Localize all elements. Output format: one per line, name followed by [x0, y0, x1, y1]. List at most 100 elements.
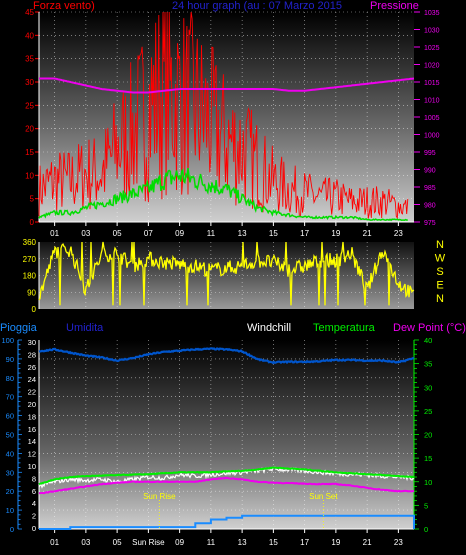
temp-x-tick-label: Sun Rise — [132, 538, 165, 547]
direction-grid — [39, 242, 414, 309]
wind-tick-label: 30 — [25, 78, 34, 87]
temp-x-tick-label: 13 — [238, 538, 247, 547]
temp-x-tick-label: 17 — [300, 538, 309, 547]
rain-tick-label: 90 — [6, 355, 14, 364]
wind-plot-area — [39, 12, 414, 222]
wind-x-tick-label: 05 — [113, 229, 122, 238]
wind-x-tick-label: 07 — [144, 229, 153, 238]
wind-x-tick-label: 03 — [81, 229, 90, 238]
temperature-y-ticks: 0 5 10 15 20 25 30 35 40 — [413, 336, 432, 534]
temperature-tick-label: 15 — [424, 454, 432, 463]
rain-line — [39, 514, 415, 530]
wind-tick-label: 15 — [25, 148, 34, 157]
wind-x-tick-label: 13 — [238, 229, 247, 238]
pressure-tick-label: 1005 — [424, 115, 440, 122]
wind-x-tick-label: 21 — [363, 229, 372, 238]
dewpoint-legend: Dew Point (°C) — [393, 322, 466, 334]
rain-y-ticks: 0 10 20 30 40 50 60 70 80 90 100 — [1, 336, 22, 534]
pressure-tick-label: 1030 — [424, 28, 440, 35]
direction-tick-label: 90 — [27, 288, 36, 297]
temperature-tick-label: 20 — [424, 431, 432, 440]
wind-tick-label: 45 — [25, 8, 34, 17]
pressure-tick-label: 990 — [424, 168, 436, 175]
temp-x-tick-label: 03 — [81, 538, 90, 547]
compass-label: W — [435, 253, 446, 265]
rain-tick-label: 40 — [6, 449, 14, 458]
rain-tick-label: 100 — [1, 336, 14, 345]
temperature-tick-label: 25 — [424, 407, 432, 416]
pressure-tick-label: 1035 — [424, 10, 440, 17]
wind-series — [38, 11, 415, 222]
wind-tick-label: 5 — [30, 195, 35, 204]
temp-series — [38, 347, 415, 530]
pressure-tick-label: 985 — [424, 185, 436, 192]
wind-x-tick-label: 15 — [269, 229, 278, 238]
wind-x-tick-label: 17 — [300, 229, 309, 238]
humidity-tick-label: 30 — [28, 338, 36, 347]
temperature-tick-label: 40 — [424, 336, 432, 345]
sun-annotations: Sun Rise Sun Set — [143, 492, 338, 528]
wind-tick-label: 40 — [25, 31, 34, 40]
wind-pressure-panel: Forza vento) 24 hour graph (au : 07 Marz… — [25, 0, 440, 238]
wind-x-tick-label: 09 — [175, 229, 184, 238]
pressure-tick-label: 1025 — [424, 45, 440, 52]
temp-x-tick-label: 21 — [363, 538, 372, 547]
chart-title: 24 hour graph (au : 07 Marzo 2015 — [172, 0, 342, 12]
humidity-tick-label: 26 — [28, 363, 36, 372]
wind-tick-label: 10 — [25, 171, 34, 180]
humidity-tick-label: 14 — [28, 437, 36, 446]
direction-tick-label: 360 — [23, 238, 37, 247]
compass-label: N — [436, 239, 444, 251]
direction-series — [38, 241, 415, 306]
temperature-line — [38, 466, 414, 486]
compass-label: N — [436, 293, 444, 305]
wind-x-ticks: 01 03 05 07 09 11 13 15 17 19 21 23 — [38, 12, 414, 238]
humidity-tick-label: 4 — [32, 499, 36, 508]
temperature-tick-label: 10 — [424, 478, 432, 487]
wind-y-ticks: 0 5 10 15 20 25 30 35 40 45 — [25, 8, 39, 227]
direction-y-ticks: 0 90 180 270 360 — [23, 238, 40, 314]
direction-tick-label: 180 — [23, 272, 37, 281]
humidity-tick-label: 8 — [32, 474, 36, 483]
temp-x-tick-label: 09 — [175, 538, 184, 547]
windchill-legend: Windchill — [247, 322, 291, 334]
pressure-tick-label: 975 — [424, 220, 436, 227]
rain-tick-label: 70 — [6, 393, 14, 402]
wind-tick-label: 0 — [30, 218, 35, 227]
rain-axis-title: Pioggia — [0, 322, 38, 334]
temp-x-tick-label: 05 — [113, 538, 122, 547]
humidity-tick-label: 12 — [28, 450, 36, 459]
humidity-line — [38, 347, 415, 365]
pressure-line — [39, 77, 415, 94]
rain-tick-label: 80 — [6, 374, 14, 383]
temp-x-tick-label: 15 — [269, 538, 278, 547]
wind-direction-line — [38, 241, 415, 306]
windchill-line — [38, 466, 415, 489]
wind-x-tick-label: 11 — [207, 229, 216, 238]
temperature-legend: Temperatura — [313, 322, 376, 334]
rain-tick-label: 50 — [6, 431, 14, 440]
pressure-tick-label: 980 — [424, 203, 436, 210]
pressure-tick-label: 1010 — [424, 98, 440, 105]
rain-tick-label: 60 — [6, 412, 14, 421]
pressure-tick-label: 1000 — [424, 133, 440, 140]
wind-tick-label: 35 — [25, 55, 34, 64]
rain-tick-label: 20 — [6, 487, 14, 496]
wind-speed-line — [38, 11, 409, 220]
wind-average-line — [38, 168, 408, 222]
pressure-axis-title: Pressione — [370, 0, 419, 12]
pressure-tick-label: 1020 — [424, 63, 440, 70]
pressure-tick-label: 1015 — [424, 80, 440, 87]
temperature-tick-label: 5 — [424, 501, 428, 510]
humidity-tick-label: 2 — [32, 512, 36, 521]
humidity-tick-label: 16 — [28, 425, 36, 434]
temp-x-ticks: 01 03 05 Sun Rise 09 11 13 15 17 19 21 23 — [39, 528, 414, 547]
temp-x-tick-label: 23 — [394, 538, 403, 547]
wind-axis-title: Forza vento) — [33, 0, 95, 12]
humidity-tick-label: 6 — [32, 487, 36, 496]
humidity-axis-title: Umidita — [66, 322, 104, 334]
